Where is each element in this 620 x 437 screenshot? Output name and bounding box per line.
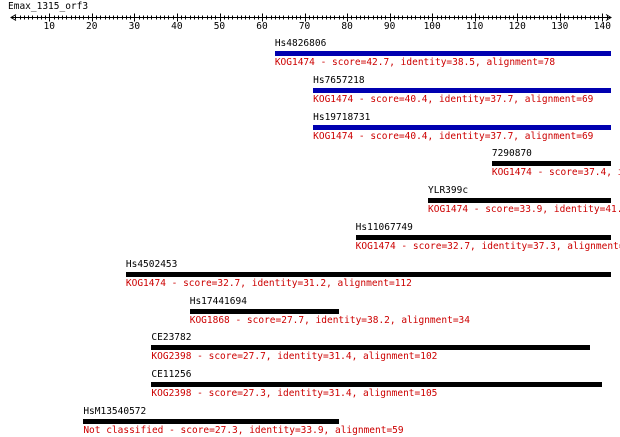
hit-bar [274, 51, 611, 56]
tick-label: 120 [508, 21, 526, 32]
tick-label: 60 [256, 21, 268, 32]
hit-id: Hs7657218 [313, 74, 365, 86]
hit-detail: KOG1474 - score=37.4, identity=50.0, ali… [491, 167, 620, 179]
tick-label: 130 [551, 21, 569, 32]
hit-detail: KOG1474 - score=42.7, identity=38.5, ali… [274, 57, 556, 68]
tick-label: 80 [341, 21, 353, 32]
hit-bar [313, 124, 611, 130]
hit-bar [428, 198, 611, 204]
hit-detail: KOG1474 - score=40.4, identity=37.7, ali… [313, 130, 594, 142]
hit-id: Hs4502453 [125, 258, 178, 270]
tick-label: 20 [86, 21, 98, 32]
tick-label: 50 [213, 21, 226, 32]
hit-detail: KOG1474 - score=32.7, identity=31.2, ali… [125, 277, 412, 289]
hit-detail: KOG2398 - score=27.3, identity=31.4, ali… [151, 388, 438, 400]
hit-bar [189, 308, 339, 314]
hit-bar [151, 345, 590, 351]
hit-id: YLR399c [428, 185, 469, 197]
tick-label: 70 [298, 21, 311, 32]
hit-id: Hs17441694 [189, 295, 247, 307]
hit-id: Hs19718731 [313, 111, 371, 123]
hit-id: CE11256 [151, 369, 192, 381]
hit-id: 7290870 [491, 148, 532, 160]
tick-label: 30 [128, 21, 141, 32]
tick-label: 40 [171, 21, 183, 32]
tick-label: 90 [383, 21, 396, 32]
hit-id: Hs4826806 [274, 38, 327, 49]
hit-detail: KOG2398 - score=27.7, identity=31.4, ali… [151, 351, 438, 363]
tick-label: 110 [466, 21, 484, 32]
hit-bar [83, 419, 339, 424]
hit-detail: Not classified - score=27.3, identity=33… [83, 425, 404, 436]
hit-id: CE23782 [151, 332, 192, 344]
hit-bar [491, 161, 611, 167]
hit-detail: KOG1868 - score=27.7, identity=38.2, ali… [189, 314, 470, 326]
tick-label: 100 [423, 21, 441, 32]
tick-label: 140 [593, 21, 611, 32]
hit-id: HsM13540572 [83, 406, 147, 417]
hit-bar [151, 382, 603, 388]
hit-bar [355, 235, 611, 240]
tick-label: 10 [43, 21, 55, 32]
hit-detail: KOG1474 - score=40.4, identity=37.7, ali… [313, 93, 594, 105]
hit-bar [125, 271, 611, 277]
hit-detail: KOG1474 - score=33.9, identity=41.2, ali… [428, 204, 620, 216]
position-ruler [10, 13, 612, 22]
axis-left-arrow [10, 14, 17, 21]
hit-bar [313, 87, 611, 93]
hit-detail: KOG1474 - score=32.7, identity=37.3, ali… [355, 241, 620, 252]
query-name: Emax_1315_orf3 [8, 1, 89, 12]
hit-id: Hs11067749 [355, 222, 413, 233]
